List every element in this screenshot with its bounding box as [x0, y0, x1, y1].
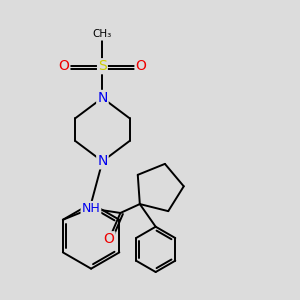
Text: O: O [103, 232, 115, 246]
Text: N: N [97, 91, 108, 105]
Text: S: S [98, 59, 107, 73]
Text: N: N [97, 154, 108, 168]
Text: NH: NH [82, 202, 100, 215]
Text: CH₃: CH₃ [93, 29, 112, 40]
Text: O: O [58, 59, 69, 73]
Text: O: O [136, 59, 146, 73]
